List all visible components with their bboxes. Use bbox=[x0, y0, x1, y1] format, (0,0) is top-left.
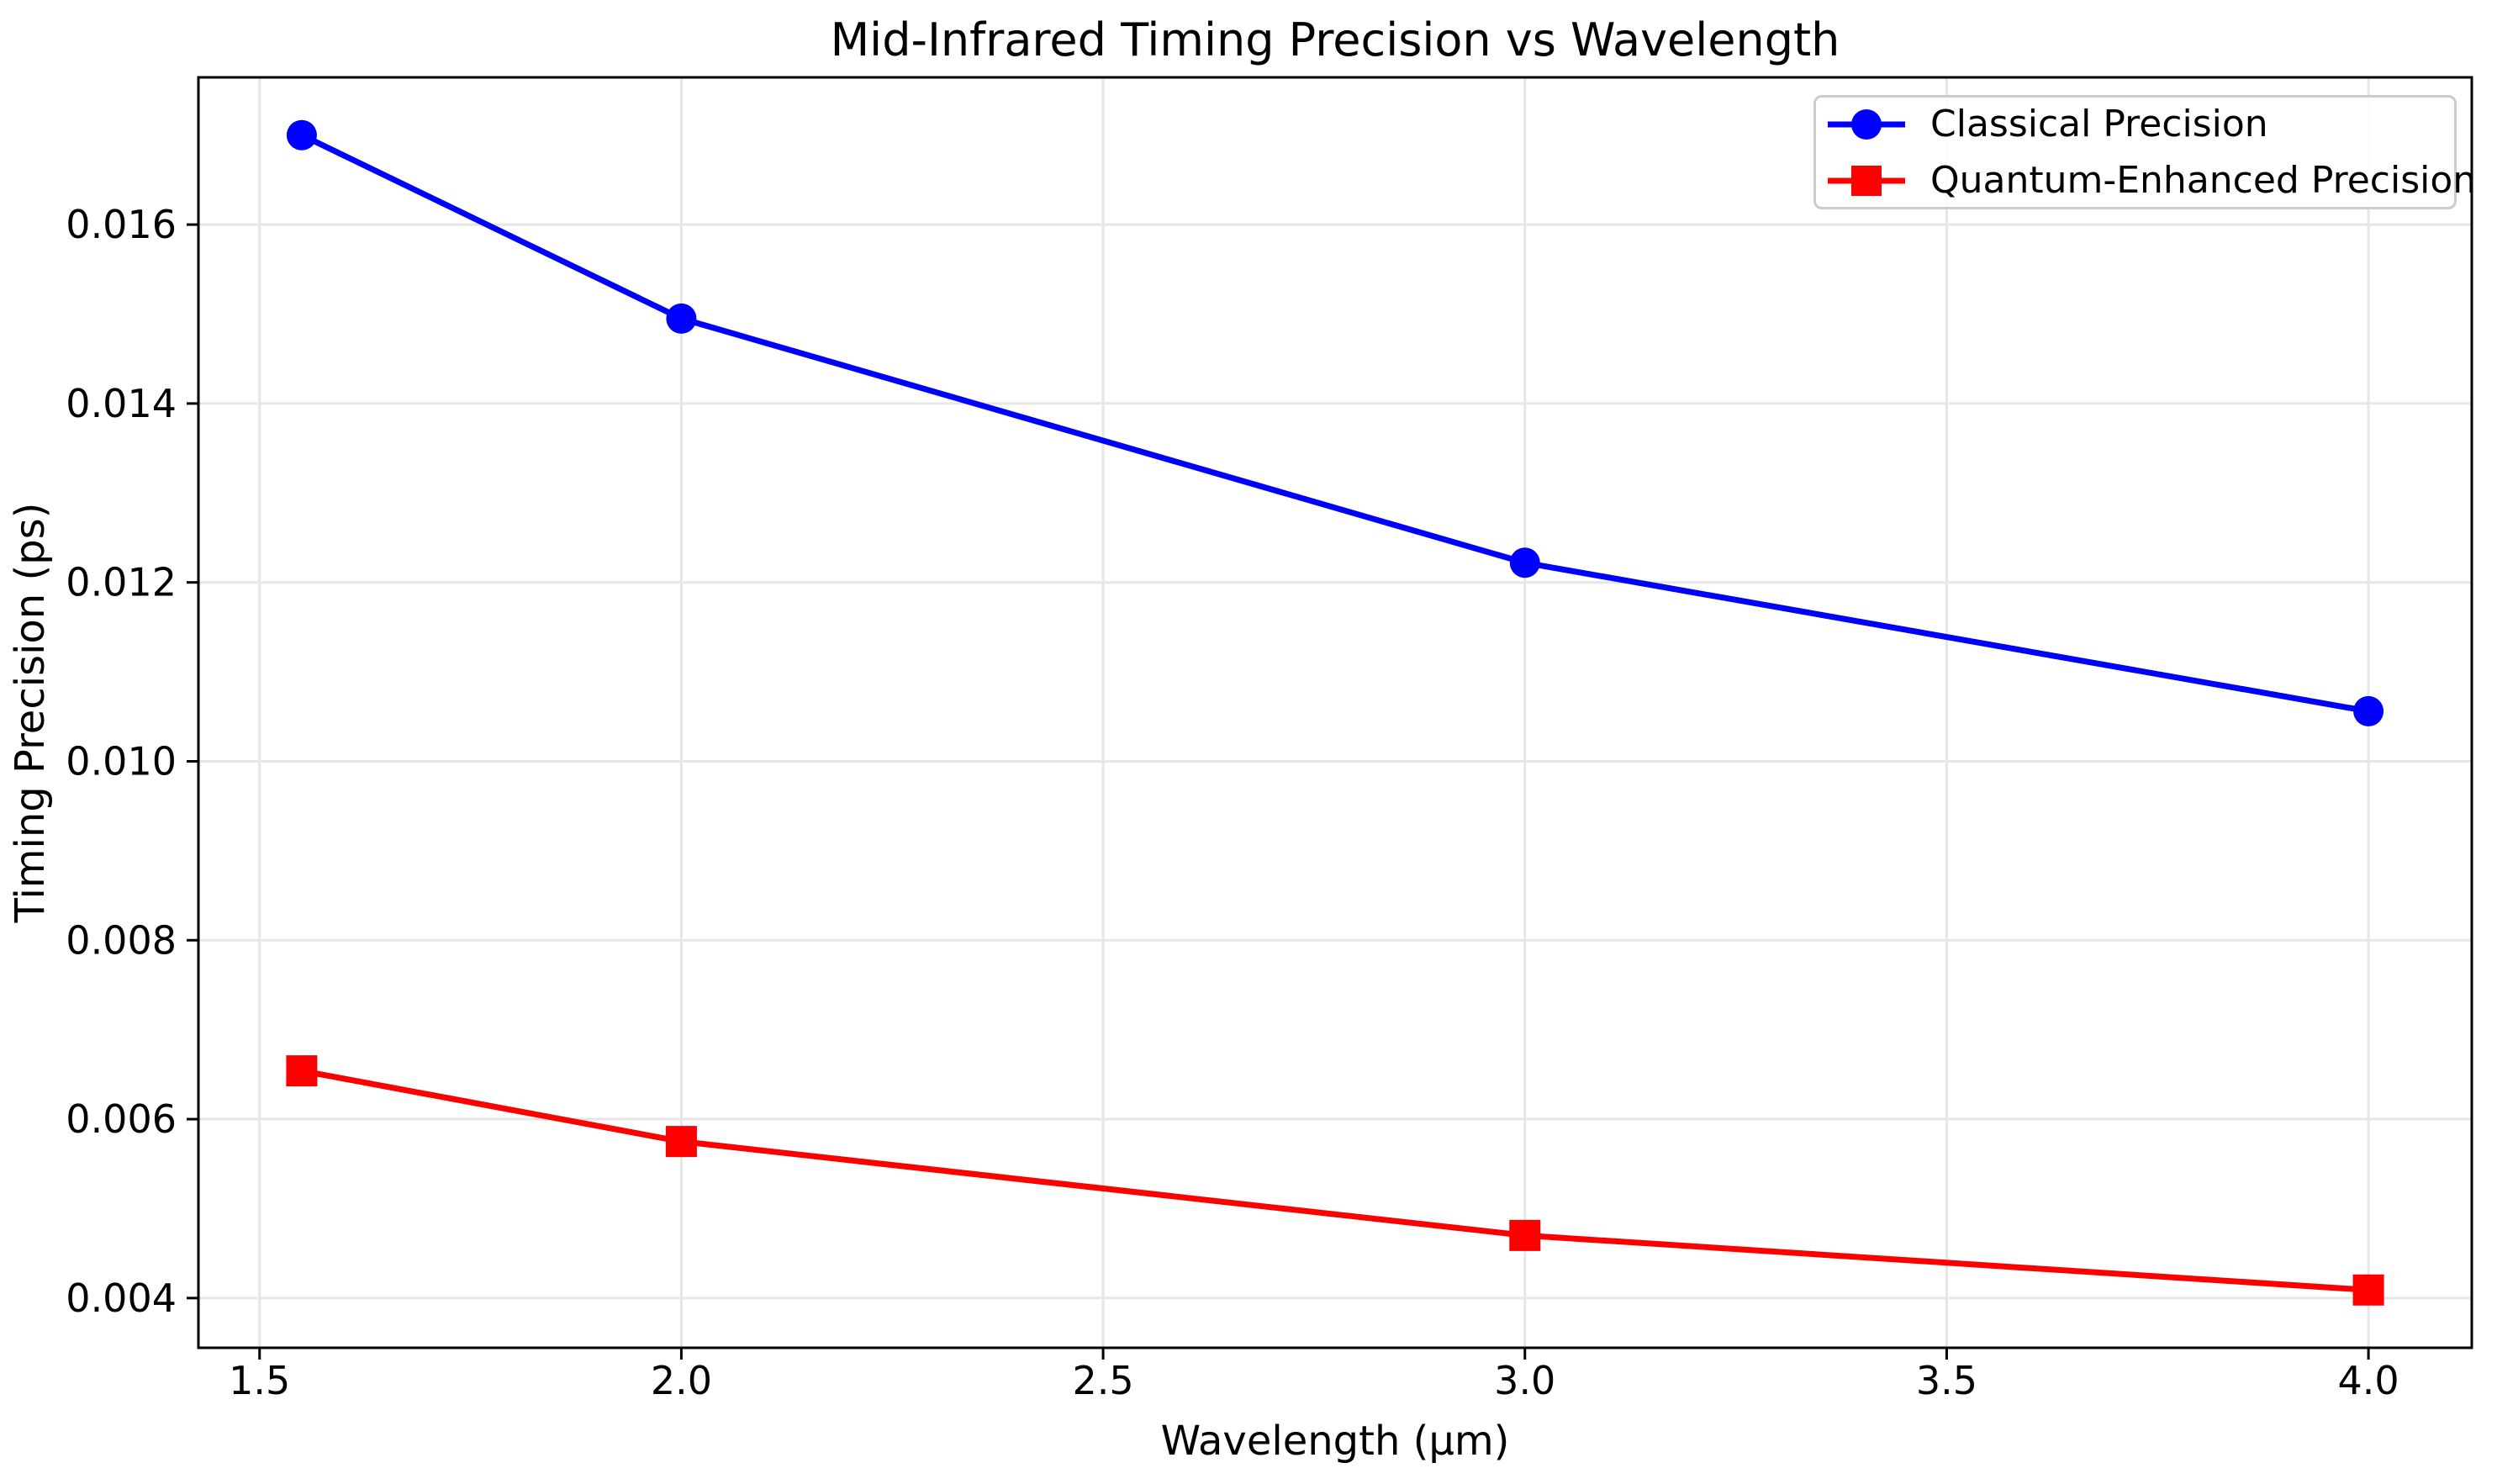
legend-item-classical: Classical Precision bbox=[1828, 103, 2454, 145]
y-tick-label: 0.006 bbox=[66, 1096, 177, 1142]
quantum-line bbox=[298, 1068, 2372, 1293]
square-marker-icon bbox=[1828, 164, 1905, 198]
classical-legend-marker bbox=[1851, 108, 1882, 140]
x-axis-label: Wavelength (μm) bbox=[1161, 1418, 1510, 1465]
y-tick-label: 0.012 bbox=[66, 560, 177, 605]
y-tick-label: 0.004 bbox=[66, 1275, 177, 1321]
circle-marker-icon bbox=[1828, 108, 1905, 141]
classical-marker bbox=[286, 119, 317, 151]
x-tick-label: 4.0 bbox=[2338, 1358, 2399, 1403]
y-axis-label: Timing Precision (ps) bbox=[7, 503, 54, 924]
legend-label-quantum: Quantum-Enhanced Precision bbox=[1930, 159, 2477, 202]
quantum-legend-marker bbox=[1851, 165, 1882, 196]
quantum-marker bbox=[286, 1055, 318, 1087]
x-tick-label: 2.5 bbox=[1073, 1358, 1134, 1403]
x-tick-label: 3.5 bbox=[1916, 1358, 1977, 1403]
classical-line bbox=[298, 132, 2372, 715]
classical-marker bbox=[2353, 695, 2384, 726]
y-tick-label: 0.014 bbox=[66, 381, 177, 426]
chart-title: Mid-Infrared Timing Precision vs Wavelen… bbox=[830, 13, 1840, 66]
y-tick-label: 0.016 bbox=[66, 202, 177, 247]
y-tick-label: 0.008 bbox=[66, 917, 177, 963]
x-tick-label: 1.5 bbox=[229, 1358, 290, 1403]
x-tick-label: 3.0 bbox=[1494, 1358, 1555, 1403]
quantum-marker bbox=[665, 1126, 697, 1158]
axis-spine bbox=[197, 76, 2473, 1349]
legend-item-quantum: Quantum-Enhanced Precision bbox=[1828, 159, 2476, 202]
classical-marker bbox=[1509, 547, 1540, 578]
quantum-marker bbox=[1509, 1219, 1541, 1251]
x-tick-label: 2.0 bbox=[651, 1358, 712, 1403]
legend-label-classical: Classical Precision bbox=[1930, 103, 2268, 145]
classical-marker bbox=[666, 303, 697, 334]
y-tick-label: 0.010 bbox=[66, 738, 177, 784]
legend: Classical Precision Quantum-Enhanced Prec… bbox=[1813, 95, 2476, 209]
quantum-marker bbox=[2352, 1274, 2384, 1306]
